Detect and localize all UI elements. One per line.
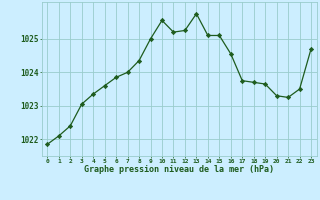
X-axis label: Graphe pression niveau de la mer (hPa): Graphe pression niveau de la mer (hPa)	[84, 165, 274, 174]
